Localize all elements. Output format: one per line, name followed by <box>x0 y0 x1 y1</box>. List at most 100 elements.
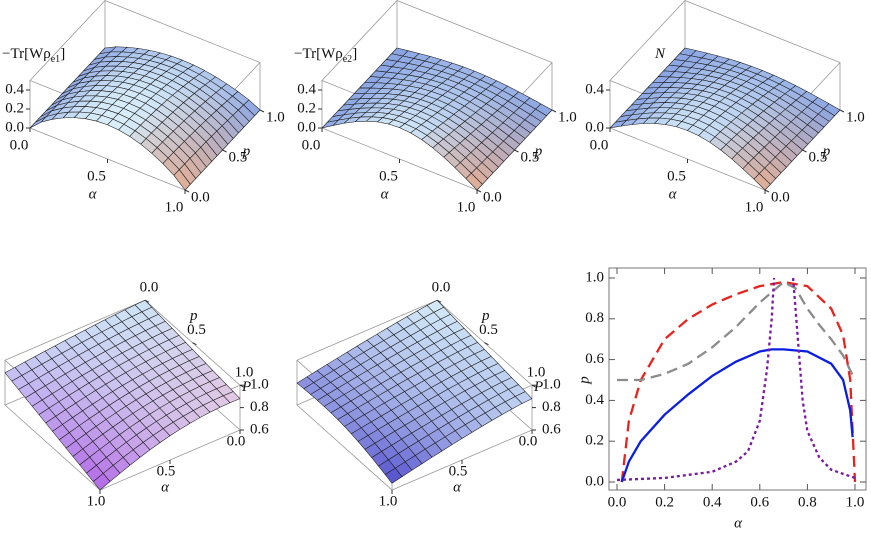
y-tick <box>839 109 845 113</box>
y-tick <box>144 299 150 303</box>
surface-mesh <box>753 173 771 191</box>
z-tick-label: 1.0 <box>250 377 269 393</box>
y-tick-label: 0.0 <box>585 473 604 489</box>
z-label-sub: e2 <box>343 54 352 65</box>
surface-mesh <box>465 172 483 191</box>
y-tick <box>484 342 489 346</box>
y-tick-label: 1.0 <box>846 109 865 125</box>
x-tick-label: 1.0 <box>165 199 184 215</box>
surface-mesh <box>173 169 191 191</box>
series-line <box>616 277 856 482</box>
x-tick-label: 0.6 <box>750 494 769 510</box>
y-tick-label: 0.8 <box>585 310 604 326</box>
y-axis-label: p <box>242 143 251 159</box>
surface-mesh <box>29 116 47 129</box>
z-axis-label: −Tr[Wρe2] <box>294 46 357 65</box>
y-tick-label: 0.6 <box>585 351 604 367</box>
y-tick-label: 0.0 <box>771 189 790 205</box>
z-tick-label: 0.2 <box>297 100 316 116</box>
y-tick <box>514 149 519 153</box>
surface-panel: 0.0 0.4 0.0 0.5 1.0 0.0 0.5 1.0 α p N <box>585 0 865 215</box>
y-tick <box>764 189 770 193</box>
plot-frame <box>608 267 867 491</box>
z-tick-label: 0.4 <box>585 81 604 97</box>
z-label-end: ] <box>60 46 65 62</box>
z-tick-label: 0.6 <box>542 421 561 437</box>
z-label-main: −Tr[Wρ <box>2 46 51 62</box>
surface-panel: 0.0 0.2 0.4 0.0 0.5 1.0 0.0 0.5 1.0 α p −Tr[Wρe1] <box>2 0 285 215</box>
x-tick-label: 0.5 <box>449 463 468 479</box>
z-tick-label: 0.2 <box>5 100 24 116</box>
z-label-sub: e1 <box>51 54 60 65</box>
y-axis-label: p <box>822 143 831 159</box>
surface-mesh <box>384 467 403 484</box>
z-tick-label: 0.6 <box>250 421 269 437</box>
x-tick-label: 0.0 <box>10 137 29 153</box>
x-tick-label: 0.0 <box>302 137 321 153</box>
x-tick-label: 0.0 <box>608 494 627 510</box>
y-axis-label: p <box>534 143 543 159</box>
z-axis-label: P <box>241 379 251 395</box>
line-panel: 0.0 0.2 0.4 0.6 0.8 1.0 0.0 0.2 0.4 0.6 0.8 1.0 α p <box>576 267 867 531</box>
z-tick-label: 0.8 <box>542 399 561 415</box>
x-tick-label: 0.4 <box>703 494 722 510</box>
y-tick-label: 1.0 <box>266 109 285 125</box>
y-tick-label: 1.0 <box>235 365 254 381</box>
x-tick-label: 1.0 <box>846 494 865 510</box>
y-tick-label: 1.0 <box>585 269 604 285</box>
z-axis-label: P <box>533 379 543 395</box>
y-axis-label: p <box>576 376 592 385</box>
z-tick-label: 0.4 <box>5 81 24 97</box>
y-tick <box>184 189 190 193</box>
x-tick-label: 0.5 <box>157 463 176 479</box>
x-tick-label: 0.0 <box>227 433 246 449</box>
x-tick-label: 0.5 <box>379 168 398 184</box>
y-tick-label: 0.5 <box>809 149 828 165</box>
y-tick-label: 0.5 <box>229 149 248 165</box>
x-tick-label: 0.8 <box>798 494 817 510</box>
y-tick <box>239 384 245 388</box>
z-tick-label: 0.8 <box>250 399 269 415</box>
y-tick <box>436 299 442 303</box>
z-label-main: N <box>654 46 666 62</box>
surface-panel: 0.6 0.8 1.0 0.0 0.5 1.0 0.0 0.5 1.0 α p P <box>296 280 561 509</box>
y-tick <box>802 149 807 153</box>
x-axis-label: α <box>453 479 462 495</box>
y-axis-label: p <box>481 308 490 324</box>
y-tick-label: 1.0 <box>527 365 546 381</box>
y-tick <box>476 189 482 193</box>
y-tick-label: 0.5 <box>521 149 540 165</box>
x-tick-label: 0.5 <box>667 168 686 184</box>
y-tick-label: 0.4 <box>585 392 604 408</box>
x-tick-label: 0.5 <box>87 168 106 184</box>
y-tick <box>551 109 557 113</box>
z-tick-label: 0.0 <box>5 119 24 135</box>
y-tick-label: 0.0 <box>432 280 451 296</box>
y-axis-label: p <box>189 308 198 324</box>
x-tick-label: 1.0 <box>87 493 106 509</box>
z-label-end: ] <box>352 46 357 62</box>
x-tick-label: 0.0 <box>519 433 538 449</box>
z-axis-label: −Tr[Wρe1] <box>2 46 65 65</box>
x-tick-label: 1.0 <box>457 199 476 215</box>
x-tick-label: 0.2 <box>655 494 674 510</box>
surface-panel: 0.6 0.8 1.0 0.0 0.5 1.0 0.0 0.5 1.0 α p P <box>4 280 269 509</box>
y-tick <box>531 384 537 388</box>
surface-panel: 0.0 0.2 0.4 0.0 0.5 1.0 0.0 0.5 1.0 α p −Tr[Wρe2] <box>294 0 577 215</box>
z-tick-label: 0.0 <box>297 119 316 135</box>
x-tick-label: 0.0 <box>590 137 609 153</box>
x-tick-label: 1.0 <box>745 199 764 215</box>
y-tick-label: 0.5 <box>479 322 498 338</box>
z-tick-label: 0.4 <box>297 81 316 97</box>
z-axis-label: N <box>654 46 666 62</box>
y-tick-label: 0.0 <box>140 280 159 296</box>
z-tick-label: 0.0 <box>585 119 604 135</box>
y-tick-label: 0.2 <box>585 433 604 449</box>
x-axis-label: α <box>381 186 390 202</box>
series-line <box>620 280 857 483</box>
z-tick-label: 1.0 <box>542 377 561 393</box>
series-line <box>620 348 854 483</box>
x-axis-label: α <box>669 186 678 202</box>
x-axis-label: α <box>734 515 743 531</box>
